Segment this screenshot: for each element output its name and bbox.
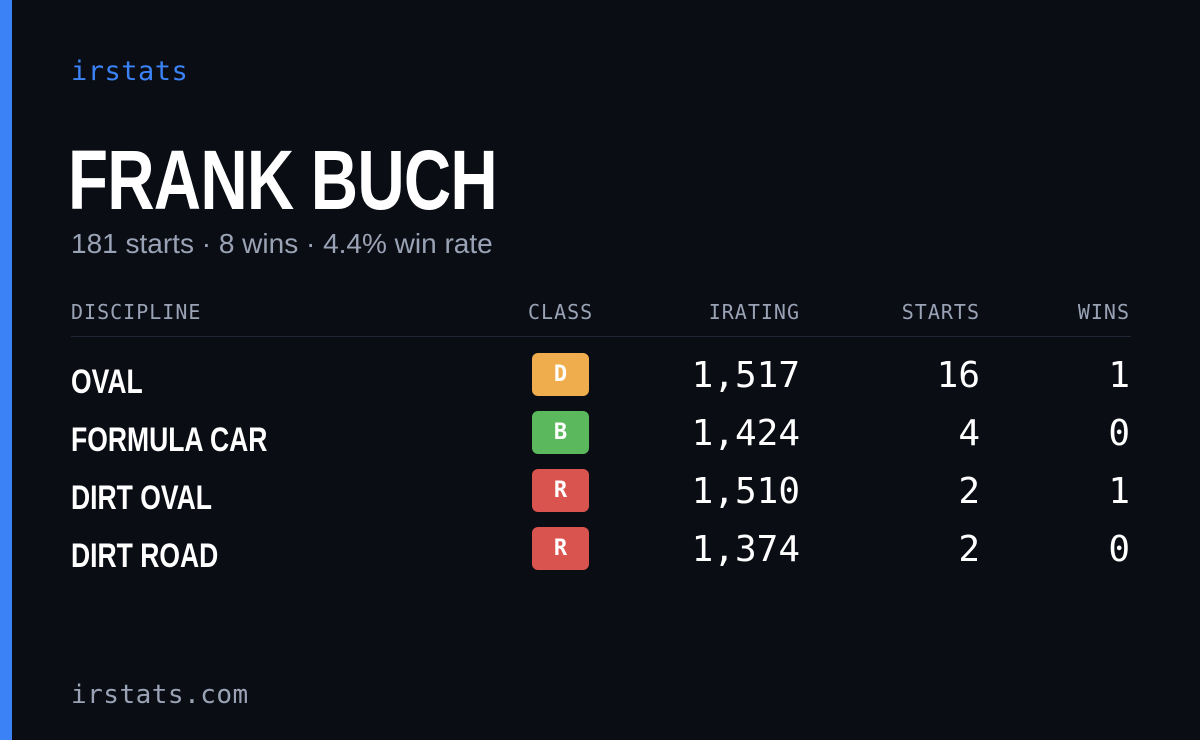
table-row: DIRT OVAL R 1,510 2 1 — [71, 469, 1131, 527]
footer-url[interactable]: irstats.com — [71, 680, 249, 710]
table-row: DIRT ROAD R 1,374 2 0 — [71, 527, 1131, 585]
table-row: OVAL D 1,517 16 1 — [71, 353, 1131, 411]
driver-name: FRANK BUCH — [68, 133, 498, 227]
class-badge: B — [532, 411, 589, 454]
starts-value: 2 — [958, 529, 980, 570]
discipline-name: OVAL — [71, 363, 143, 401]
discipline-name: FORMULA CAR — [71, 421, 268, 459]
table-header: DISCIPLINE CLASS IRATING STARTS WINS — [71, 298, 1131, 337]
class-badge: R — [532, 527, 589, 570]
wins-value: 1 — [1108, 355, 1130, 396]
header-class: CLASS — [528, 300, 594, 324]
starts-value: 16 — [936, 355, 980, 396]
irating-value: 1,517 — [691, 355, 800, 396]
discipline-table: DISCIPLINE CLASS IRATING STARTS WINS OVA… — [71, 298, 1131, 585]
driver-summary: 181 starts · 8 wins · 4.4% win rate — [71, 228, 493, 259]
header-wins: WINS — [1077, 300, 1130, 324]
table-row: FORMULA CAR B 1,424 4 0 — [71, 411, 1131, 469]
irating-value: 1,510 — [691, 471, 800, 512]
irating-value: 1,424 — [691, 413, 800, 454]
brand-logo[interactable]: irstats — [71, 56, 189, 87]
discipline-name: DIRT ROAD — [71, 537, 219, 575]
accent-bar — [0, 0, 12, 740]
header-discipline: DISCIPLINE — [71, 300, 202, 324]
discipline-name: DIRT OVAL — [71, 479, 212, 517]
irating-value: 1,374 — [691, 529, 800, 570]
header-irating: IRATING — [708, 300, 800, 324]
wins-value: 1 — [1108, 471, 1130, 512]
class-badge: D — [532, 353, 589, 396]
class-badge: R — [532, 469, 589, 512]
starts-value: 4 — [958, 413, 980, 454]
table-body: OVAL D 1,517 16 1 FORMULA CAR B 1,424 4 … — [71, 337, 1131, 585]
starts-value: 2 — [958, 471, 980, 512]
header-starts: STARTS — [901, 300, 980, 324]
wins-value: 0 — [1108, 413, 1130, 454]
wins-value: 0 — [1108, 529, 1130, 570]
